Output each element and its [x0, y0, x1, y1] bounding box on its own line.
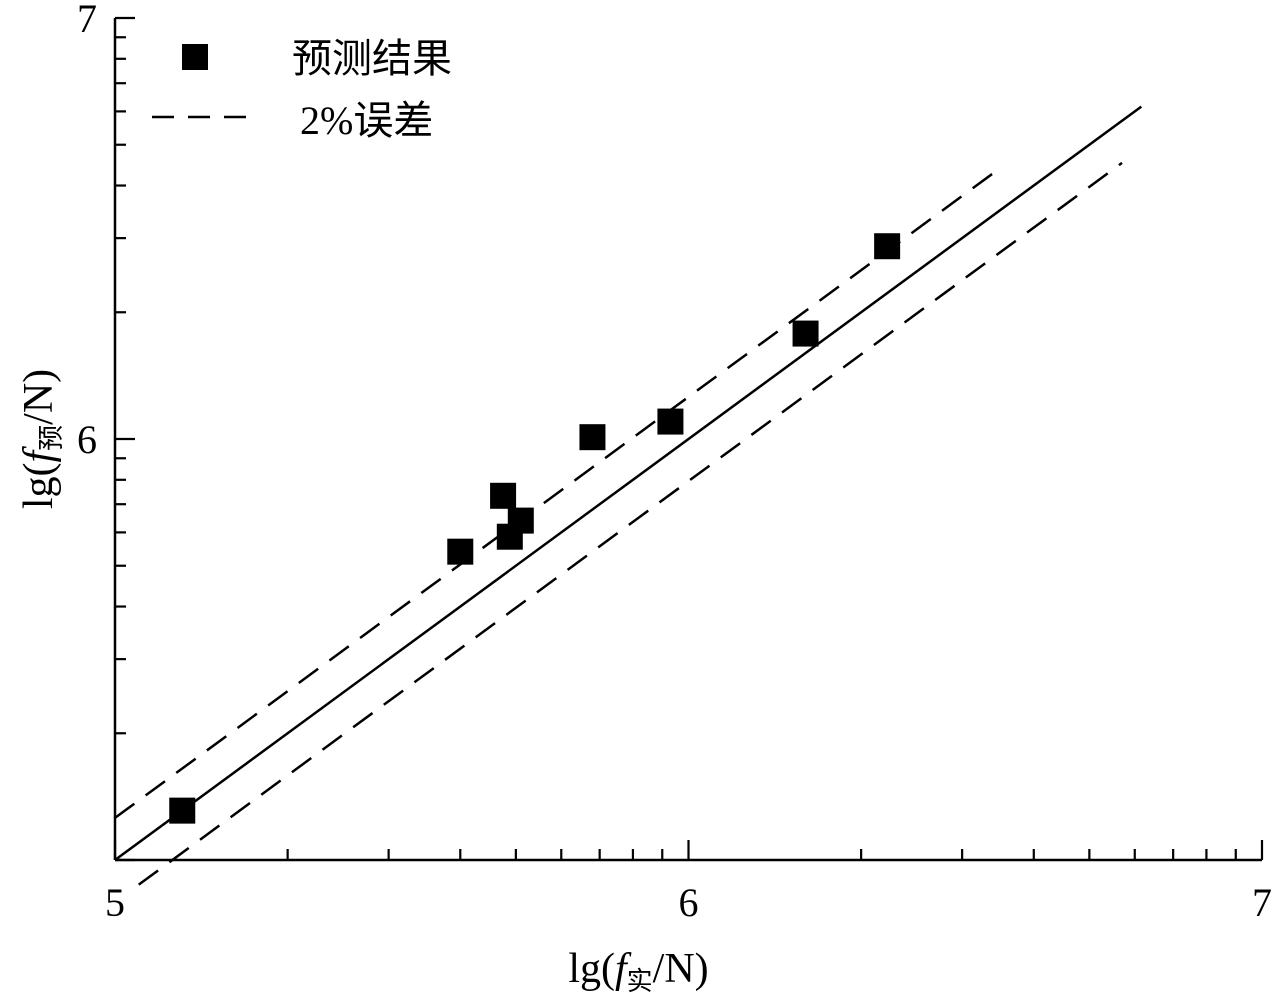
tick-labels: 5 6 7 6 7: [77, 0, 1272, 925]
x-axis-title-tail: /N): [653, 946, 709, 992]
y-axis-title-main: lg(: [16, 463, 62, 510]
data-point: [579, 424, 606, 451]
y-axis-title-tail: /N): [16, 369, 62, 425]
reference-lines: [114, 105, 1143, 886]
y-tick-label: 6: [77, 417, 97, 462]
legend-marker-square: [182, 44, 208, 70]
identity-line: [114, 105, 1143, 862]
axis-ticks: [113, 16, 1264, 862]
error-band-line: [114, 172, 995, 819]
data-markers: [169, 233, 901, 824]
y-axis-title-subscript: 预: [37, 425, 66, 451]
error-band-line: [137, 161, 1123, 886]
y-axis-title: lg(f预/N): [16, 369, 66, 509]
data-point: [874, 233, 901, 260]
x-tick-label: 5: [105, 880, 125, 925]
data-point: [169, 797, 196, 824]
data-point: [447, 538, 474, 565]
legend-label-error: 2%误差: [300, 98, 433, 143]
y-tick-label: 7: [77, 0, 97, 41]
data-point: [792, 320, 819, 347]
x-tick-label: 6: [679, 880, 699, 925]
data-point: [657, 408, 684, 435]
x-axis-title-main: lg(: [568, 946, 615, 992]
x-axis-title-subscript: 实: [627, 967, 653, 993]
data-point: [490, 482, 517, 509]
legend: 预测结果 2%误差: [152, 36, 452, 143]
legend-label-prediction: 预测结果: [292, 36, 452, 81]
x-tick-label: 7: [1252, 880, 1272, 925]
data-point: [507, 507, 534, 534]
x-axis-title: lg(f实/N): [568, 946, 708, 993]
